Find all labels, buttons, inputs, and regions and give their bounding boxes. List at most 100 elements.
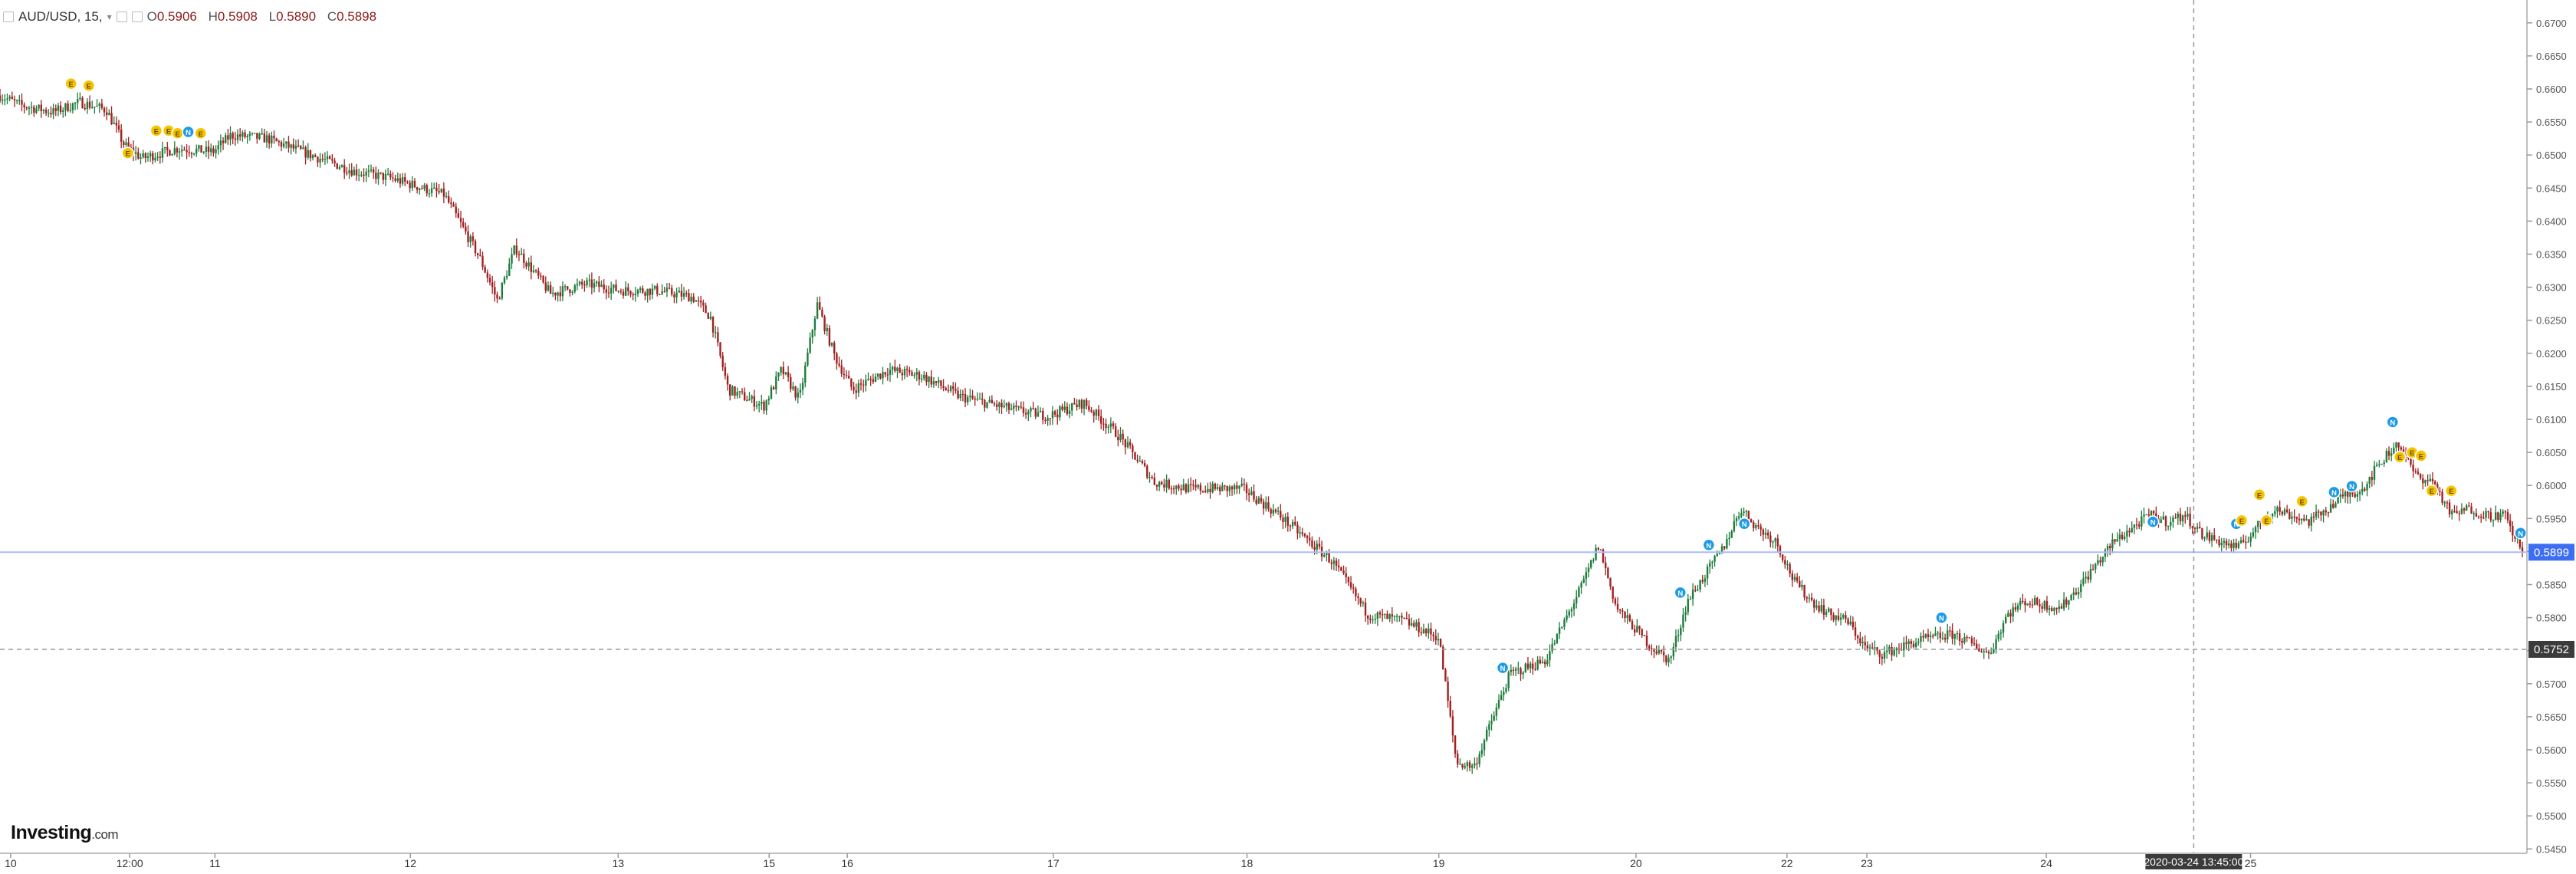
chevron-down-icon[interactable]: ▾: [107, 12, 112, 22]
candle-body: [2368, 477, 2371, 485]
economic-event-icon[interactable]: [64, 77, 77, 90]
candle-body: [2087, 577, 2089, 580]
news-event-icon[interactable]: [2386, 416, 2400, 429]
news-event-icon[interactable]: [2146, 515, 2160, 528]
event-marker-letter: E: [176, 130, 180, 139]
candle-body: [1750, 519, 1753, 523]
candle-body: [1053, 411, 1056, 415]
candle-body: [2426, 480, 2429, 481]
candle-body: [77, 99, 79, 104]
candle-body: [2201, 527, 2203, 539]
news-event-icon[interactable]: [1737, 517, 1751, 531]
event-marker-letter: E: [2397, 454, 2402, 462]
candle-body: [392, 177, 394, 179]
event-marker-letter: N: [2150, 519, 2156, 527]
candle-body: [1384, 613, 1386, 615]
candle-body: [173, 148, 176, 154]
candle-body: [1088, 406, 1090, 410]
candle-body: [265, 135, 268, 143]
candle-body: [782, 366, 784, 375]
economic-event-icon[interactable]: [150, 124, 163, 137]
economic-event-icon[interactable]: [2445, 484, 2458, 498]
news-event-icon[interactable]: [1935, 611, 1948, 624]
candle-body: [479, 255, 481, 256]
candle-body: [571, 291, 573, 293]
candle-body: [196, 148, 198, 154]
candle-body: [1966, 637, 1968, 639]
price-tick-label: 0.6250: [2536, 315, 2567, 327]
candle-body: [190, 153, 193, 154]
economic-event-icon[interactable]: [2425, 484, 2439, 498]
news-event-icon[interactable]: [2328, 485, 2341, 499]
economic-event-icon[interactable]: [2235, 514, 2249, 527]
economic-event-icon[interactable]: [2252, 488, 2266, 501]
candle-body: [1524, 663, 1527, 673]
candle-body: [1352, 587, 1355, 589]
candle-body: [1461, 764, 1464, 768]
economic-event-icon[interactable]: [2414, 449, 2428, 462]
candle-body: [38, 104, 40, 109]
candle-body: [2095, 564, 2097, 570]
candle-body: [2274, 511, 2276, 514]
candle-body: [821, 310, 823, 317]
candle-body: [2337, 497, 2339, 504]
price-tick-label: 0.6600: [2536, 84, 2567, 95]
candle-body: [2150, 511, 2153, 516]
candle-body: [1558, 627, 1561, 634]
candle-body: [389, 173, 392, 178]
collapse-icon[interactable]: [3, 12, 14, 22]
settings-icon[interactable]: [116, 12, 127, 22]
news-event-icon[interactable]: [182, 125, 195, 139]
candle-body: [1546, 660, 1549, 665]
candle-body: [2443, 502, 2446, 504]
economic-event-icon[interactable]: [2393, 450, 2407, 464]
candle-body: [605, 289, 608, 293]
candle-body: [18, 100, 21, 101]
candle-body: [1963, 637, 1966, 643]
hide-icon[interactable]: [131, 12, 143, 22]
candle-body: [2143, 514, 2145, 517]
news-event-icon[interactable]: [1702, 538, 1716, 552]
news-event-icon[interactable]: [2345, 479, 2358, 493]
candle-body: [1299, 532, 1301, 534]
candle-body: [930, 376, 932, 385]
news-event-icon[interactable]: [1496, 661, 1510, 675]
economic-event-icon[interactable]: [194, 127, 208, 140]
economic-event-icon[interactable]: [82, 79, 96, 92]
open-label: O: [146, 9, 157, 24]
candle-body: [688, 293, 690, 302]
symbol-label[interactable]: AUD/USD, 15,: [18, 9, 103, 24]
investing-logo[interactable]: Investing.com: [11, 822, 119, 844]
economic-event-icon[interactable]: [2295, 495, 2308, 508]
candle-body: [2111, 539, 2114, 549]
crosshair-price-label: 0.5752: [2528, 640, 2574, 658]
candle-body: [1234, 485, 1236, 490]
candle-body: [2033, 597, 2036, 605]
candle-body: [222, 140, 225, 143]
candle-body: [2039, 604, 2041, 606]
time-axis[interactable]: 10 12:00 11 12 13 15 16 17 18 19 20 22 23 24 25: [5, 853, 2257, 869]
candle-body: [2460, 508, 2463, 514]
candle-body: [1262, 501, 1265, 509]
economic-event-icon[interactable]: [121, 146, 135, 159]
candle-body: [547, 285, 550, 291]
candle-body: [1883, 652, 1886, 659]
candle-body: [1895, 648, 1898, 651]
candle-body: [74, 103, 77, 104]
economic-event-icon[interactable]: [2260, 514, 2273, 527]
candle-body: [2203, 537, 2206, 539]
candle-body: [1709, 563, 1711, 567]
news-event-icon[interactable]: [1674, 586, 1687, 600]
candle-body: [2431, 478, 2434, 482]
candle-body: [340, 165, 343, 168]
time-tick-label: 25: [2245, 857, 2257, 869]
price-axis[interactable]: 0.6700 0.6650 0.6600 0.6550 0.6500 0.6450 0.64…: [2527, 18, 2567, 856]
candle-body: [2468, 505, 2470, 507]
candle-body: [416, 187, 419, 190]
candle-body: [273, 135, 275, 139]
candle-body: [503, 277, 506, 283]
candle-body: [715, 332, 717, 334]
candle-body: [1378, 612, 1382, 615]
